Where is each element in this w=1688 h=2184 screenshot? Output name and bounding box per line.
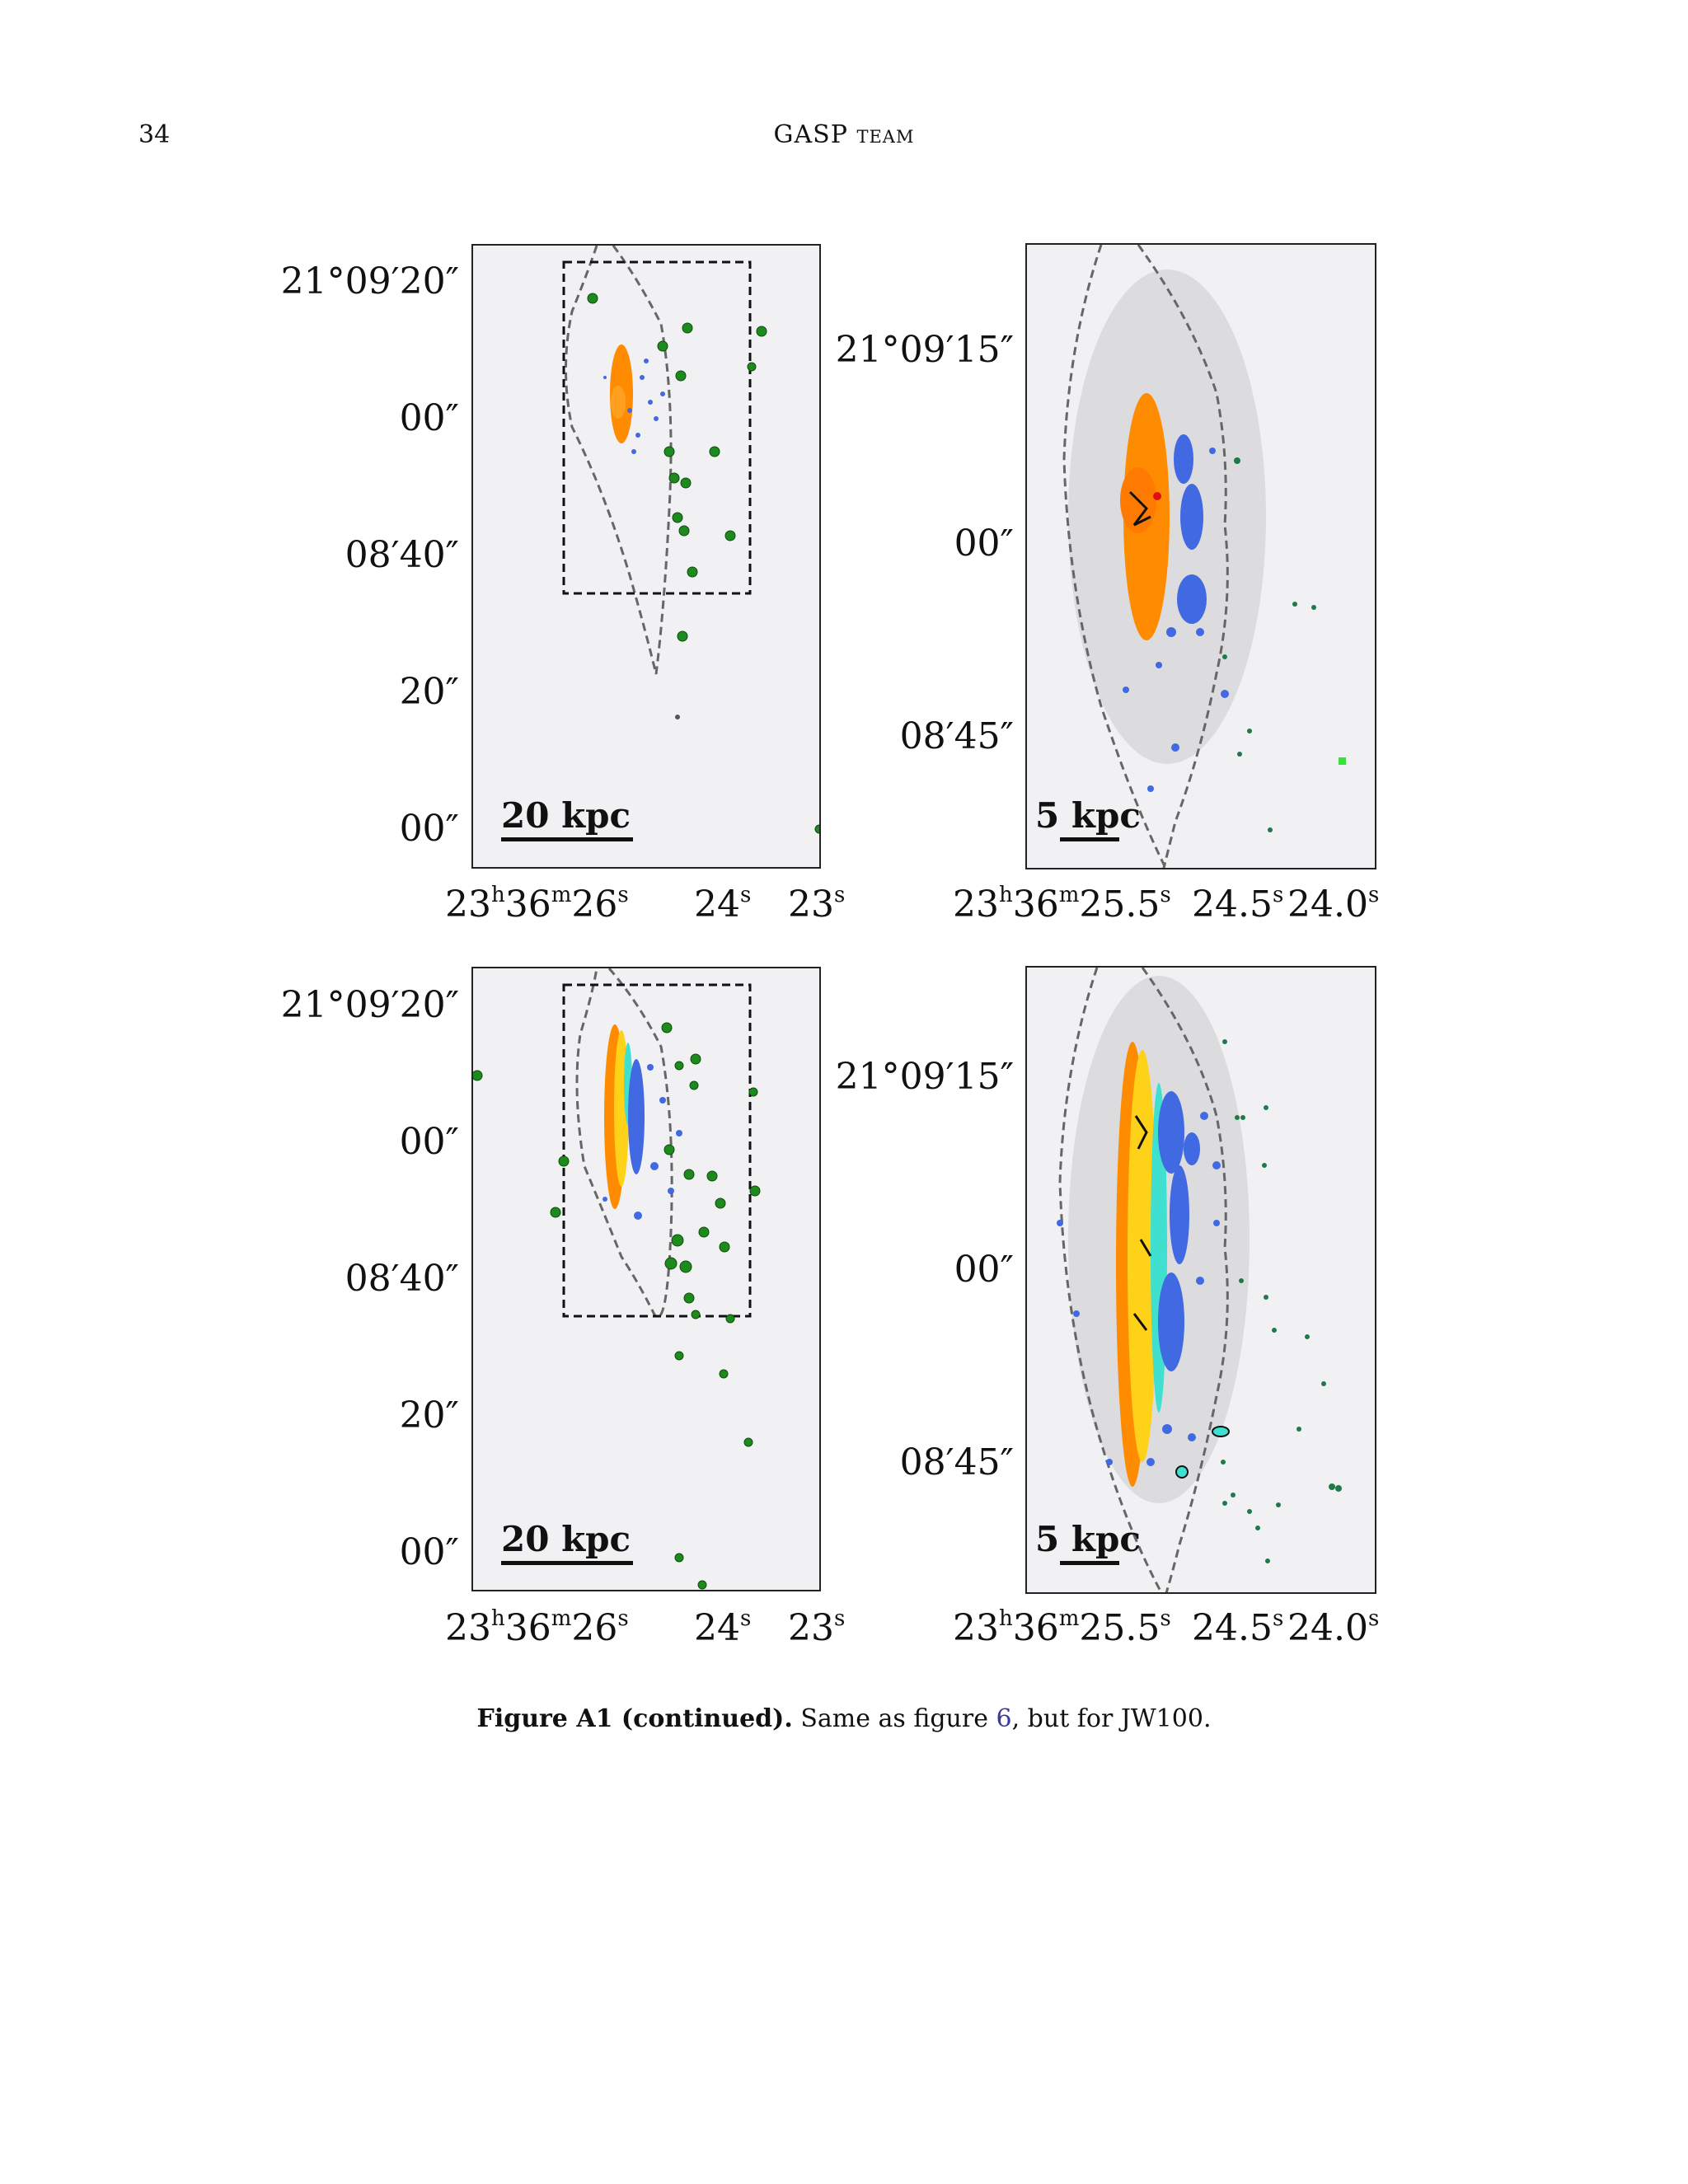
scalebar-br: 5 kpc <box>1035 1521 1151 1565</box>
xtick-bl-2: 23s <box>788 1606 846 1649</box>
ytick-bl-4: 00″ <box>399 1531 459 1573</box>
panel-bottom-left <box>471 967 821 1591</box>
xtick-bl-0: 23h36m26s <box>445 1606 629 1649</box>
panel-bottom-right <box>1025 966 1376 1594</box>
panel-top-right-map <box>1062 245 1346 868</box>
scalebar-tr: 5 kpc <box>1035 798 1151 841</box>
xtick-tr-0: 23h36m25.5s <box>953 883 1171 926</box>
ytick-tl-3: 20″ <box>399 671 459 713</box>
running-head: GASP team <box>0 120 1688 149</box>
caption-text-after: , but for JW100. <box>1011 1704 1212 1733</box>
ytick-tl-1: 00″ <box>399 397 459 439</box>
ytick-tl-2: 08′40″ <box>345 534 459 576</box>
caption-figure-ref-link[interactable]: 6 <box>996 1704 1012 1733</box>
xtick-tr-2: 24.0s <box>1287 883 1380 926</box>
ytick-tr-2: 08′45″ <box>899 715 1014 757</box>
scalebar-bl-label: 20 kpc <box>501 1519 631 1559</box>
running-head-team: team <box>856 120 915 149</box>
xtick-tl-2: 23s <box>788 883 846 926</box>
panel-top-right <box>1025 243 1376 869</box>
ytick-bl-2: 08′40″ <box>345 1258 459 1300</box>
xtick-br-0: 23h36m25.5s <box>953 1606 1171 1649</box>
caption-label: Figure A1 (continued). <box>476 1704 793 1733</box>
ytick-bl-3: 20″ <box>399 1394 459 1436</box>
ytick-tr-1: 00″ <box>954 523 1014 565</box>
xtick-tl-0: 23h36m26s <box>445 883 629 926</box>
ytick-br-2: 08′45″ <box>899 1441 1014 1483</box>
xtick-tl-1: 24s <box>694 883 752 926</box>
ytick-tl-0: 21°09′20″ <box>280 260 459 302</box>
scalebar-tl-label: 20 kpc <box>501 795 631 836</box>
ytick-br-1: 00″ <box>954 1249 1014 1291</box>
panel-bottom-right-map <box>1057 968 1342 1592</box>
panel-top-left-map <box>562 246 819 834</box>
page-number: 34 <box>138 120 171 149</box>
xtick-br-1: 24.5s <box>1192 1606 1284 1649</box>
ytick-bl-1: 00″ <box>399 1121 459 1163</box>
scalebar-bl: 20 kpc <box>501 1521 633 1565</box>
ytick-tr-0: 21°09′15″ <box>835 329 1014 371</box>
xtick-bl-1: 24s <box>694 1606 752 1649</box>
running-head-main: GASP <box>773 120 848 149</box>
ytick-br-0: 21°09′15″ <box>835 1056 1014 1098</box>
xtick-tr-1: 24.5s <box>1192 883 1284 926</box>
ytick-bl-0: 21°09′20″ <box>280 984 459 1026</box>
ytick-tl-4: 00″ <box>399 808 459 850</box>
xtick-br-2: 24.0s <box>1287 1606 1380 1649</box>
scalebar-tr-label: 5 kpc <box>1035 795 1141 836</box>
figure-caption: Figure A1 (continued). Same as figure 6,… <box>0 1704 1688 1733</box>
panel-bottom-left-map <box>473 968 761 1590</box>
scalebar-tl: 20 kpc <box>501 798 633 841</box>
scalebar-br-label: 5 kpc <box>1035 1519 1141 1559</box>
caption-text-before: Same as figure <box>792 1704 996 1733</box>
panel-top-left <box>471 244 821 869</box>
